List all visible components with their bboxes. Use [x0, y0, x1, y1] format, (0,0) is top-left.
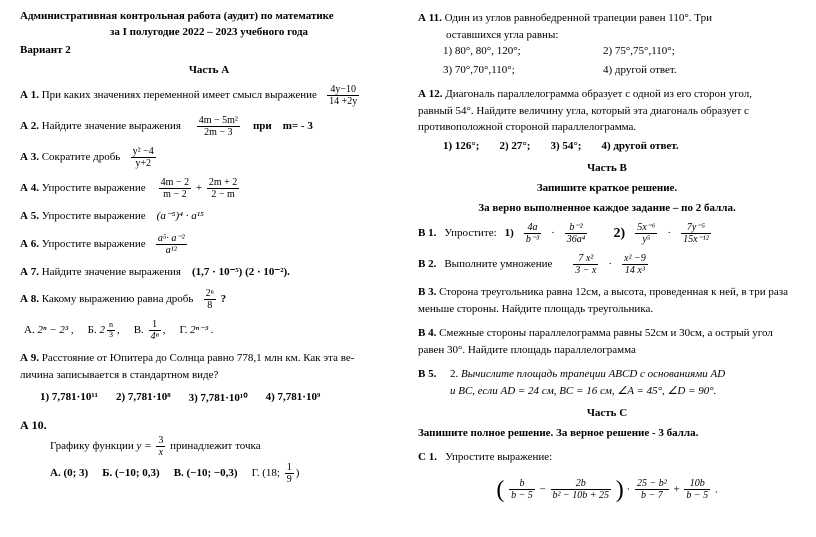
left-column: Административная контрольная работа (ауд…: [10, 10, 408, 516]
part-c-sub: Запишите полное решение. За верное решен…: [418, 427, 796, 439]
task-a12: А 12. Диагональ параллелограмма образует…: [418, 86, 796, 154]
a3-text: Сократите дробь: [42, 151, 121, 163]
a2-val: m= - 3: [283, 120, 313, 132]
a2-pri: при: [253, 120, 272, 132]
a7-label: А 7.: [20, 266, 39, 278]
task-a5: А 5. Упростите выражение (a⁻⁵)⁴ · a¹⁵: [20, 208, 398, 225]
a8-frac: 2ⁿ 8: [204, 288, 216, 311]
a5-label: А 5.: [20, 210, 39, 222]
a9-label: А 9.: [20, 352, 39, 364]
c1-expression: ( bb − 5 − 2bb² − 10b + 25 ) · 25 − b²b …: [418, 472, 796, 508]
a9-options: 1) 7,781·10¹¹ 2) 7,781·10⁸ 3) 7,781·10¹⁰…: [40, 391, 398, 404]
a5-expr: (a⁻⁵)⁴ · a¹⁵: [157, 210, 204, 222]
a9-line1: Расстояние от Юпитера до Солнца равно 77…: [42, 352, 355, 364]
part-b-note: За верно выполненное каждое задание – по…: [418, 202, 796, 214]
a1-frac: 4y−10 14 +2y: [327, 84, 359, 107]
a8-text: Какому выражению равна дробь: [42, 293, 194, 305]
a12-options: 1) 126°; 2) 27°; 3) 54°; 4) другой ответ…: [443, 138, 796, 155]
a12-label: А 12.: [418, 88, 442, 100]
task-a2: А 2. Найдите значение выражения 4m − 5m²…: [20, 115, 398, 138]
a1-text: При каких значениях переменной имеет смы…: [42, 89, 317, 101]
a8-options: А. 2ⁿ − 2³ , Б. 2n3, В. 14ⁿ, Г. 2ⁿ⁻³ .: [24, 319, 398, 342]
doc-title: Административная контрольная работа (ауд…: [20, 10, 398, 22]
a9-line2: личина записывается в стандартном виде?: [20, 367, 398, 384]
a8-label: А 8.: [20, 293, 39, 305]
task-b1: В 1. Упростите: 1) 4ab⁻³ · b⁻²36a⁴ 2) 5x…: [418, 222, 796, 245]
task-a8: А 8. Какому выражению равна дробь 2ⁿ 8 ?: [20, 288, 398, 311]
subtitle: за I полугодие 2022 – 2023 учебного года: [20, 26, 398, 38]
task-b5: В 5. 2. Вычислите площадь трапеции ABCD …: [418, 366, 796, 399]
task-c1: С 1. Упростите выражение: ( bb − 5 − 2bb…: [418, 449, 796, 508]
a7-expr: (1,7 · 10⁻⁵) (2 · 10⁻²).: [192, 266, 290, 278]
part-c-header: Часть С: [418, 407, 796, 419]
task-a6: А 6. Упростите выражение a⁵· a⁻² a¹²: [20, 233, 398, 256]
task-a9: А 9. Расстояние от Юпитера до Солнца рав…: [20, 350, 398, 383]
a2-pre: Найдите значение выражения: [42, 120, 181, 132]
task-b3: В 3. Сторона треугольника равна 12см, а …: [418, 284, 796, 317]
a2-label: А 2.: [20, 120, 39, 132]
part-b-sub: Запишите краткое решение.: [418, 182, 796, 194]
a3-label: А 3.: [20, 151, 39, 163]
a7-text: Найдите значение выражения: [42, 266, 181, 278]
a4-frac2: 2m + 2 2 − m: [207, 177, 239, 200]
a6-text: Упростите выражение: [42, 238, 146, 250]
a1-label: А 1.: [20, 89, 39, 101]
a4-label: А 4.: [20, 182, 39, 194]
a3-frac: y² −4 y+2: [131, 146, 156, 169]
task-b2: В 2. Выполните умножение 7 x²3 − x · x² …: [418, 253, 796, 276]
task-a10: А 10. Графику функции y = 3x принадлежит…: [20, 416, 398, 485]
a2-frac: 4m − 5m² 2m − 3: [197, 115, 240, 138]
a4-text: Упростите выражение: [42, 182, 146, 194]
a4-frac1: 4m − 2 m − 2: [159, 177, 191, 200]
task-a11: А 11. Один из углов равнобедренной трапе…: [418, 10, 796, 78]
right-column: А 11. Один из углов равнобедренной трапе…: [408, 10, 806, 516]
a11-options: 1) 80°, 80°, 120°;2) 75°,75°,110°; 3) 70…: [443, 43, 796, 78]
a10-label: А 10.: [20, 418, 47, 432]
task-a3: А 3. Сократите дробь y² −4 y+2: [20, 146, 398, 169]
task-a7: А 7. Найдите значение выражения (1,7 · 1…: [20, 264, 398, 281]
a11-line1: Один из углов равнобедренной трапеции ра…: [445, 12, 712, 24]
variant: Вариант 2: [20, 44, 398, 56]
a11-line2: оставшихся угла равны:: [446, 27, 796, 44]
a11-label: А 11.: [418, 12, 442, 24]
part-b-header: Часть В: [418, 162, 796, 174]
part-a-header: Часть А: [20, 64, 398, 76]
task-a4: А 4. Упростите выражение 4m − 2 m − 2 + …: [20, 177, 398, 200]
task-b4: В 4. Смежные стороны параллелограмма рав…: [418, 325, 796, 358]
a6-frac: a⁵· a⁻² a¹²: [156, 233, 187, 256]
task-a1: А 1. При каких значениях переменной имее…: [20, 84, 398, 107]
a6-label: А 6.: [20, 238, 39, 250]
a5-text: Упростите выражение: [42, 210, 146, 222]
